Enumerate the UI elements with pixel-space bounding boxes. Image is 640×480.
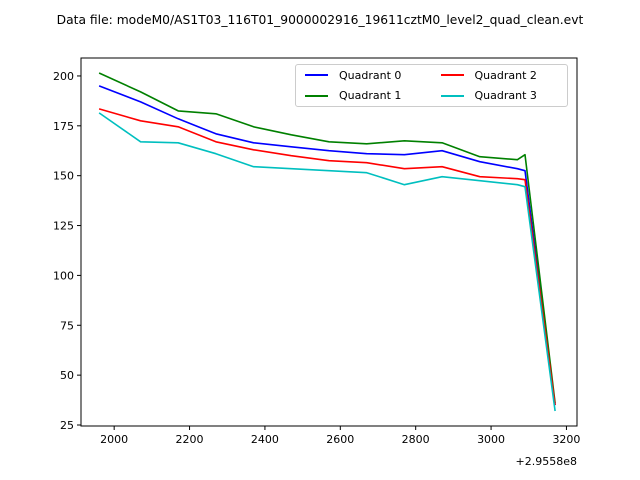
legend-entry-quadrant-0: Quadrant 0	[296, 65, 432, 86]
legend-label-quadrant-1: Quadrant 1	[339, 89, 402, 103]
plot-frame	[80, 57, 578, 427]
series-line-quadrant-3	[98, 112, 556, 412]
legend-line-swatch-quadrant-3	[440, 94, 464, 97]
legend: Quadrant 0 Quadrant 1 Quadrant 2 Quadrant 3	[295, 64, 568, 107]
series-line-quadrant-0	[98, 85, 556, 406]
x-tick-label: 2600	[326, 433, 354, 446]
x-axis-offset-label: +2.9558e8	[516, 455, 577, 468]
legend-entry-quadrant-2: Quadrant 2	[432, 65, 568, 86]
x-tick-label: 2000	[100, 433, 128, 446]
y-tick-label: 125	[53, 220, 74, 233]
legend-line-swatch-quadrant-2	[440, 74, 464, 77]
x-tick-label: 3200	[552, 433, 580, 446]
series-line-quadrant-1	[98, 72, 556, 404]
legend-entry-quadrant-1: Quadrant 1	[296, 86, 432, 107]
legend-label-quadrant-3: Quadrant 3	[474, 89, 537, 103]
x-tick-label: 3000	[477, 433, 505, 446]
legend-entry-quadrant-3: Quadrant 3	[432, 86, 568, 107]
legend-line-swatch-quadrant-1	[305, 94, 328, 97]
figure-title: Data file: modeM0/AS1T03_116T01_90000029…	[56, 13, 584, 27]
legend-line-swatch-quadrant-0	[305, 74, 328, 77]
y-tick-label: 100	[53, 269, 74, 282]
y-tick-label: 150	[53, 170, 74, 183]
series-line-quadrant-2	[98, 108, 556, 406]
y-tick-label: 175	[53, 120, 74, 133]
x-tick-label: 2400	[251, 433, 279, 446]
x-tick-label: 2200	[176, 433, 204, 446]
y-tick-label: 75	[60, 319, 74, 332]
y-tick-label: 50	[60, 369, 74, 382]
legend-label-quadrant-2: Quadrant 2	[474, 68, 537, 82]
y-tick-label: 25	[60, 419, 74, 432]
legend-label-quadrant-0: Quadrant 0	[339, 68, 402, 82]
y-tick-label: 200	[53, 70, 74, 83]
x-tick-label: 2800	[402, 433, 430, 446]
